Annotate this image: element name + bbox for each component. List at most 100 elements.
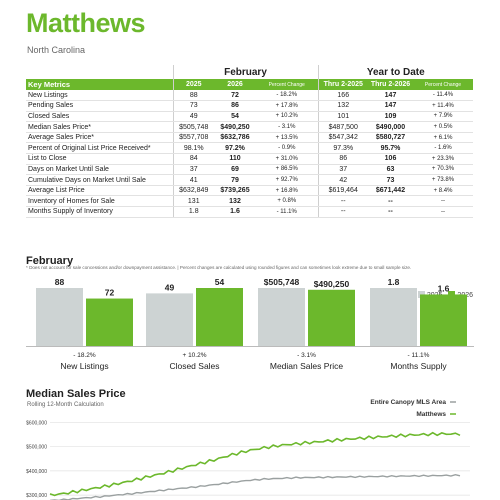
- table-row: Median Sales Price* $505,748 $490,250- 3.1…: [26, 121, 473, 133]
- bar-group-label: Median Sales Price: [270, 361, 344, 371]
- bar-2026: [86, 298, 133, 346]
- table-cell: Closed Sales: [26, 111, 173, 123]
- table-cell: - 18.2%: [256, 90, 318, 102]
- line-chart: Entire Canopy MLS Area Matthews $600,000 $5…: [26, 399, 470, 500]
- table-cell: 73: [368, 174, 413, 186]
- line-chart-subtitle: Rolling 12-Month Calculation: [27, 402, 104, 408]
- column-header: 2026: [214, 79, 256, 90]
- table-cell: Average Sales Price*: [26, 132, 173, 144]
- table-row: Average List Price $632,849 $739,265 + 16.8…: [26, 185, 473, 197]
- column-header: Percent Change: [256, 79, 318, 90]
- table-cell: - 0.9%: [256, 142, 318, 155]
- table-cell: Median Sales Price*: [26, 121, 173, 133]
- table-row: Days on Market Until Sale 37 69 + 86.5% 37 63…: [26, 164, 473, 176]
- bar-value-label: $490,250: [314, 279, 350, 289]
- bar-2025: [258, 288, 305, 346]
- table-cell: 42: [317, 174, 368, 186]
- bar-section-title: February: [26, 255, 74, 267]
- table-row: Pending Sales 73 86 + 17.8% 132 147 + 11.4%: [26, 100, 473, 112]
- bar-value-label: 1.6: [438, 283, 450, 293]
- table-cell: + 8.4%: [413, 185, 473, 197]
- table-cell: --: [368, 195, 413, 208]
- bar-value-label: 72: [105, 288, 115, 298]
- table-cell: - 3.1%: [256, 121, 318, 133]
- table-cell: 106: [368, 153, 413, 165]
- table-cell: $619,464: [317, 185, 368, 197]
- table-cell: 41: [172, 174, 214, 186]
- page-subtitle: North Carolina: [27, 45, 86, 55]
- table-cell: + 73.8%: [413, 174, 473, 186]
- table-cell: + 11.4%: [413, 100, 473, 112]
- table-cell: - 1.6%: [413, 142, 473, 155]
- bar-group-change: - 3.1%: [297, 352, 316, 359]
- table-cell: 97.2%: [214, 142, 256, 155]
- table-cell: $547,342: [317, 132, 368, 144]
- bar-group-change: - 11.1%: [408, 352, 430, 359]
- table-cell: New Listings: [26, 90, 173, 102]
- table-cell: Pending Sales: [26, 100, 173, 112]
- table-cell: 72: [214, 90, 256, 102]
- table-cell: $490,000: [368, 121, 413, 133]
- bar-chart: 88 72 - 18.2% New Listings 49 54 + 10.2% Closed…: [26, 277, 474, 371]
- table-cell: 84: [172, 153, 214, 165]
- line-series-matthews: [49, 431, 461, 497]
- table-cell: 37: [317, 164, 368, 176]
- table-cell: Average List Price: [26, 185, 173, 197]
- table-cell: 86: [317, 153, 368, 165]
- table-row: List to Close 84 110 + 31.0% 86 106 + 23.3%: [26, 153, 473, 165]
- line-y-tick-label: $600,000: [26, 420, 47, 426]
- key-metrics-table: February Year to Date Key Metrics 2025 2…: [26, 65, 473, 218]
- table-cell: 166: [317, 90, 368, 102]
- table-row: Average Sales Price* $557,708 $632,786 + 13…: [26, 132, 473, 144]
- table-cell: $632,786: [214, 132, 256, 144]
- column-header: Thru 2-2025: [317, 79, 368, 90]
- table-cell: + 0.5%: [413, 121, 473, 133]
- table-row: Inventory of Homes for Sale 131 132 + 0.8% -…: [26, 195, 473, 208]
- table-cell: $487,500: [317, 121, 368, 133]
- table-cell: $490,250: [214, 121, 256, 133]
- table-cell: Months Supply of Inventory: [26, 206, 173, 218]
- line-y-tick-label: $300,000: [26, 493, 47, 499]
- table-cell: + 6.1%: [413, 132, 473, 144]
- table-cell: 1.8: [172, 206, 214, 218]
- bar-2025: [370, 288, 417, 346]
- line-legend-label: Matthews: [416, 411, 446, 418]
- column-header: Key Metrics: [26, 79, 173, 90]
- line-chart-title: Median Sales Price: [26, 388, 126, 400]
- line-y-tick-label: $500,000: [26, 445, 47, 451]
- table-cell: + 17.8%: [256, 100, 318, 112]
- table-cell: $580,727: [368, 132, 413, 144]
- table-cell: 109: [368, 111, 413, 123]
- table-cell: --: [317, 206, 368, 218]
- table-cell: $739,265: [214, 185, 256, 197]
- table-cell: + 13.5%: [256, 132, 318, 144]
- bar-value-label: 88: [55, 277, 65, 287]
- table-cell: $632,849: [172, 185, 214, 197]
- table-header: Key Metrics 2025 2026 Percent Change Thr…: [26, 79, 473, 90]
- bar-2025: [36, 288, 83, 346]
- table-cell: --: [317, 195, 368, 208]
- table-cell: 86: [214, 100, 256, 112]
- table-cell: + 86.5%: [256, 164, 318, 176]
- group-ytd: Year to Date: [317, 65, 473, 79]
- table-cell: + 16.8%: [256, 185, 318, 197]
- table-cell: 131: [172, 195, 214, 208]
- table-cell: Cumulative Days on Market Until Sale: [26, 174, 173, 186]
- page-title: Matthews: [26, 8, 146, 38]
- table-cell: 49: [172, 111, 214, 123]
- table-cell: Inventory of Homes for Sale: [26, 195, 173, 208]
- table-cell: 110: [214, 153, 256, 165]
- table-cell: $671,442: [368, 185, 413, 197]
- table-cell: 101: [317, 111, 368, 123]
- table-cell: + 10.2%: [256, 111, 318, 123]
- table-cell: 147: [368, 100, 413, 112]
- table-cell: - 11.4%: [413, 90, 473, 102]
- table-cell: + 92.7%: [256, 174, 318, 186]
- table-cell: - 11.1%: [256, 206, 318, 218]
- line-y-tick-label: $400,000: [26, 469, 47, 475]
- table-group-header: February Year to Date: [26, 65, 473, 79]
- table-footnote: * Does not account for sale concessions …: [26, 265, 412, 270]
- table-cell: Days on Market Until Sale: [26, 164, 173, 176]
- column-header: 2025: [172, 79, 214, 90]
- bar-2025: [146, 293, 193, 346]
